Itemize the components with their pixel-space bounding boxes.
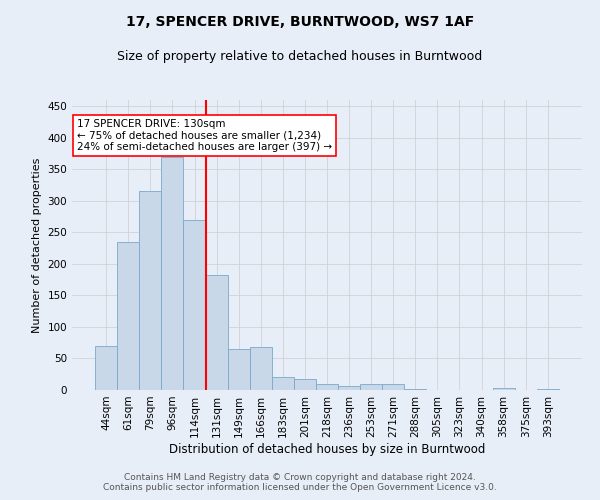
Bar: [227, 349, 250, 390]
Bar: [117, 242, 139, 390]
Text: Contains HM Land Registry data © Crown copyright and database right 2024.
Contai: Contains HM Land Registry data © Crown c…: [103, 473, 497, 492]
Bar: [139, 192, 161, 390]
Bar: [338, 386, 360, 390]
Bar: [537, 388, 559, 390]
Bar: [316, 384, 338, 390]
X-axis label: Distribution of detached houses by size in Burntwood: Distribution of detached houses by size …: [169, 442, 485, 456]
Y-axis label: Number of detached properties: Number of detached properties: [32, 158, 42, 332]
Bar: [206, 274, 227, 390]
Bar: [95, 346, 117, 390]
Bar: [294, 378, 316, 390]
Bar: [404, 388, 427, 390]
Bar: [493, 388, 515, 390]
Bar: [360, 384, 382, 390]
Bar: [272, 378, 294, 390]
Bar: [184, 220, 206, 390]
Text: 17 SPENCER DRIVE: 130sqm
← 75% of detached houses are smaller (1,234)
24% of sem: 17 SPENCER DRIVE: 130sqm ← 75% of detach…: [77, 119, 332, 152]
Bar: [382, 384, 404, 390]
Bar: [161, 156, 184, 390]
Text: 17, SPENCER DRIVE, BURNTWOOD, WS7 1AF: 17, SPENCER DRIVE, BURNTWOOD, WS7 1AF: [126, 15, 474, 29]
Text: Size of property relative to detached houses in Burntwood: Size of property relative to detached ho…: [118, 50, 482, 63]
Bar: [250, 347, 272, 390]
